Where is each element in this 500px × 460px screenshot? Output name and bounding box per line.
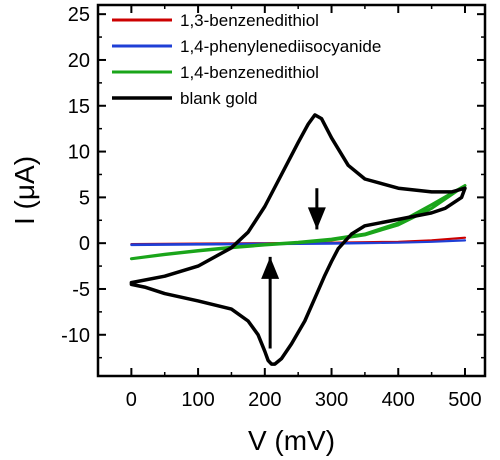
plot-frame [96,3,487,378]
legend-label: 1,3-benzenedithiol [180,11,319,30]
arrow-down-head [307,207,326,230]
y-tick-label: 0 [79,233,90,255]
annotation-layer [261,188,326,349]
x-tick-label: 300 [315,389,348,411]
series-line-3 [129,184,467,261]
legend-label: 1,4-phenylenediisocyanide [180,37,381,56]
series-layer [129,113,467,366]
legend: 1,3-benzenedithiol 1,4-phenylenediisocyan… [112,11,381,108]
legend-label: 1,4-benzenedithiol [180,63,319,82]
x-tick-label: 500 [448,389,481,411]
y-tick-label: -10 [61,325,90,347]
x-axis-label: V (mV) [248,425,335,456]
x-tick-label: 400 [382,389,415,411]
y-tick-label: -5 [72,279,90,301]
series-line-4 [129,113,467,366]
y-axis: -10 -5 0 5 10 15 20 25 [61,4,485,359]
y-tick-label: 10 [68,142,90,164]
x-tick-label: 100 [181,389,214,411]
y-axis-label: I (μA) [9,156,40,225]
x-axis: 0 100 200 300 400 500 [126,5,482,411]
arrow-up-head [261,256,280,279]
y-tick-label: 5 [79,187,90,209]
legend-label: blank gold [180,89,258,108]
y-tick-label: 20 [68,50,90,72]
x-tick-label: 200 [248,389,281,411]
y-tick-label: 25 [68,4,90,26]
x-tick-label: 0 [126,389,137,411]
y-tick-label: 15 [68,96,90,118]
